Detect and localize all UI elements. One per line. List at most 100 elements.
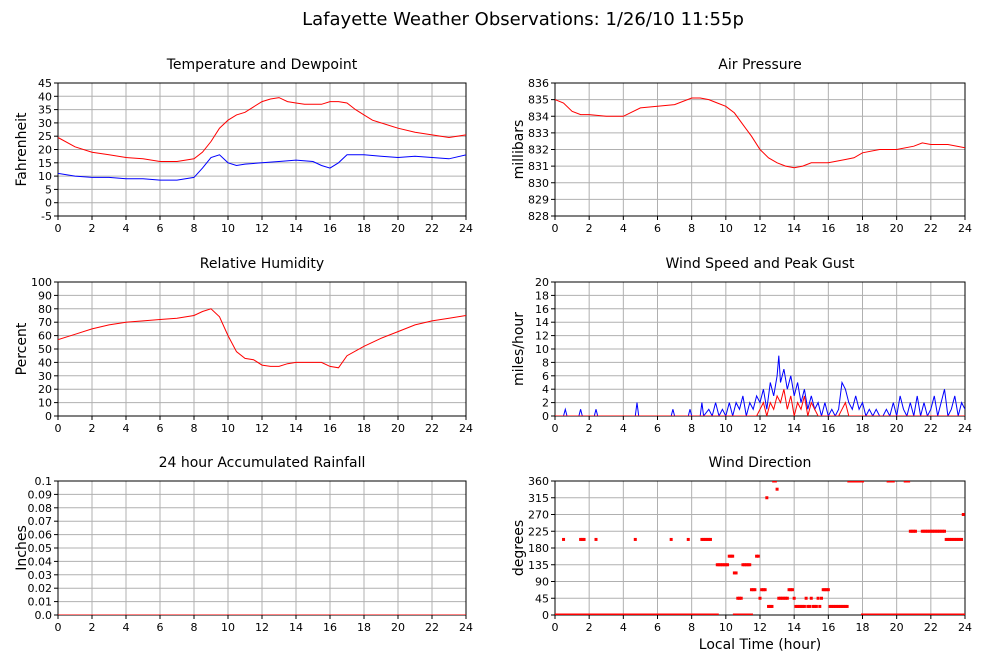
x-tick-label: 16 bbox=[821, 621, 835, 634]
y-tick-label: 2 bbox=[542, 397, 549, 410]
y-tick-label: 20 bbox=[38, 383, 52, 396]
y-tick-label: 5 bbox=[45, 183, 52, 196]
x-tick-label: 8 bbox=[688, 422, 695, 435]
data-point bbox=[912, 529, 916, 533]
y-tick-label: 18 bbox=[535, 289, 549, 302]
data-point bbox=[907, 481, 911, 483]
x-tick-label: 4 bbox=[620, 621, 627, 634]
data-point bbox=[768, 604, 772, 608]
x-tick-label: 20 bbox=[890, 621, 904, 634]
data-point bbox=[801, 604, 805, 608]
x-tick-label: 14 bbox=[289, 222, 303, 235]
x-tick-label: 24 bbox=[958, 222, 972, 235]
data-point bbox=[925, 529, 929, 533]
y-tick-label: 6 bbox=[542, 370, 549, 383]
x-tick-label: 2 bbox=[586, 222, 593, 235]
data-point bbox=[744, 563, 748, 567]
data-point bbox=[789, 588, 793, 592]
x-tick-label: 14 bbox=[289, 621, 303, 634]
y-tick-label: 831 bbox=[528, 160, 549, 173]
x-tick-label: 24 bbox=[459, 222, 473, 235]
x-tick-label: 14 bbox=[289, 422, 303, 435]
x-tick-label: 18 bbox=[357, 422, 371, 435]
data-point bbox=[720, 563, 724, 567]
data-point bbox=[890, 481, 894, 483]
y-tick-label: 45 bbox=[535, 592, 549, 605]
y-tick-label: 30 bbox=[38, 370, 52, 383]
data-point bbox=[823, 588, 827, 592]
y-tick-label: 50 bbox=[38, 343, 52, 356]
data-point bbox=[792, 596, 796, 600]
data-point bbox=[958, 537, 962, 541]
x-tick-label: 24 bbox=[459, 422, 473, 435]
y-tick-label: 829 bbox=[528, 193, 549, 206]
y-tick-label: 0.09 bbox=[28, 488, 53, 501]
x-tick-label: 6 bbox=[654, 222, 661, 235]
data-point bbox=[910, 529, 914, 533]
data-point bbox=[755, 554, 759, 558]
data-point bbox=[777, 596, 781, 600]
data-point bbox=[954, 537, 958, 541]
x-tick-label: 24 bbox=[958, 621, 972, 634]
y-tick-label: 10 bbox=[535, 343, 549, 356]
x-tick-label: 12 bbox=[255, 222, 269, 235]
data-point bbox=[794, 604, 798, 608]
data-point bbox=[743, 563, 747, 567]
y-tick-label: 60 bbox=[38, 330, 52, 343]
y-tick-label: 100 bbox=[31, 276, 52, 289]
data-point bbox=[852, 481, 856, 483]
y-tick-label: 80 bbox=[38, 303, 52, 316]
series-line-1 bbox=[555, 389, 965, 416]
data-point bbox=[708, 537, 712, 541]
data-point bbox=[731, 554, 735, 558]
data-point bbox=[700, 537, 704, 541]
x-tick-label: 8 bbox=[688, 222, 695, 235]
x-tick-label: 4 bbox=[620, 222, 627, 235]
x-tick-label: 18 bbox=[357, 222, 371, 235]
x-tick-label: 6 bbox=[654, 621, 661, 634]
y-tick-label: 45 bbox=[38, 77, 52, 90]
data-point bbox=[820, 596, 823, 600]
data-point bbox=[948, 537, 952, 541]
data-point bbox=[891, 481, 895, 483]
x-tick-label: 2 bbox=[89, 222, 96, 235]
x-tick-label: 10 bbox=[221, 222, 235, 235]
data-point bbox=[806, 604, 810, 608]
data-point bbox=[847, 481, 851, 483]
data-point bbox=[739, 596, 743, 600]
data-point bbox=[784, 596, 788, 600]
x-tick-label: 12 bbox=[255, 422, 269, 435]
y-tick-label: 835 bbox=[528, 94, 549, 107]
y-tick-label: 25 bbox=[38, 130, 52, 143]
x-tick-label: 24 bbox=[459, 621, 473, 634]
data-point bbox=[772, 481, 776, 483]
data-point bbox=[738, 596, 741, 600]
x-tick-label: 10 bbox=[221, 422, 235, 435]
data-point bbox=[831, 604, 835, 608]
data-point bbox=[845, 604, 849, 608]
x-tick-label: 22 bbox=[425, 222, 439, 235]
data-point bbox=[770, 604, 774, 608]
y-tick-label: 0.03 bbox=[28, 569, 53, 582]
y-tick-label: 16 bbox=[535, 303, 549, 316]
data-point bbox=[746, 563, 750, 567]
data-point bbox=[722, 563, 726, 567]
data-point bbox=[854, 481, 858, 483]
data-point bbox=[813, 604, 817, 608]
chart-title: Relative Humidity bbox=[200, 256, 324, 272]
data-point bbox=[835, 604, 839, 608]
data-point bbox=[717, 563, 721, 567]
x-tick-label: 10 bbox=[719, 422, 733, 435]
x-tick-label: 4 bbox=[123, 222, 130, 235]
series-line-0 bbox=[555, 97, 965, 169]
data-point bbox=[729, 554, 733, 558]
x-tick-label: 10 bbox=[719, 621, 733, 634]
data-point bbox=[703, 537, 707, 541]
x-axis-label: Local Time (hour) bbox=[699, 637, 821, 653]
data-point bbox=[802, 604, 806, 608]
y-tick-label: 180 bbox=[528, 542, 549, 555]
data-point bbox=[939, 529, 943, 533]
x-tick-label: 6 bbox=[157, 422, 164, 435]
